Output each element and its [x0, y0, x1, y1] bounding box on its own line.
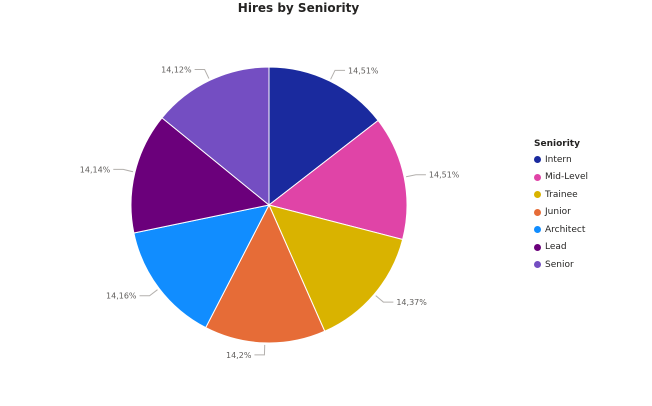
legend-marker	[534, 156, 541, 164]
legend-item[interactable]: Junior	[534, 204, 588, 222]
legend-label: Intern	[545, 154, 572, 165]
legend-item[interactable]: Lead	[534, 239, 588, 257]
pie-slice-lead[interactable]	[130, 117, 271, 234]
legend-marker	[534, 191, 541, 199]
data-label: 14,14%	[80, 165, 111, 174]
legend-label: Trainee	[545, 189, 578, 200]
legend: Seniority Intern Mid-Level Trainee Junior Ar…	[534, 139, 588, 274]
legend-item[interactable]: Mid-Level	[534, 169, 588, 187]
chart-title: Hires by Seniority	[237, 1, 360, 15]
legend-items: Intern Mid-Level Trainee Junior Architect Lea…	[534, 151, 588, 274]
data-label: 14,51%	[348, 66, 379, 75]
legend-item[interactable]: Architect	[534, 221, 588, 239]
legend-marker	[534, 261, 541, 269]
data-label: 14,51%	[429, 171, 460, 180]
leader-line	[139, 289, 158, 297]
data-label: 14,12%	[161, 66, 192, 75]
legend-marker	[534, 243, 541, 251]
pie-slice-architect[interactable]	[133, 204, 270, 329]
leader-line	[254, 344, 266, 356]
legend-marker	[534, 173, 541, 181]
legend-label: Mid-Level	[545, 172, 588, 183]
leader-line	[375, 295, 394, 303]
legend-label: Senior	[545, 259, 574, 270]
leader-line	[113, 168, 134, 173]
legend-label: Lead	[545, 242, 567, 253]
leader-line	[194, 69, 210, 79]
data-label: 14,37%	[396, 298, 427, 307]
pie-slice-intern[interactable]	[268, 66, 379, 207]
legend-marker	[534, 226, 541, 234]
pie-slice-junior[interactable]	[205, 203, 326, 344]
legend-marker	[534, 208, 541, 216]
legend-item[interactable]: Intern	[534, 151, 588, 169]
data-label: 14,2%	[226, 351, 252, 360]
legend-item[interactable]: Trainee	[534, 186, 588, 204]
legend-item[interactable]: Senior	[534, 256, 588, 274]
legend-title: Seniority	[534, 139, 580, 149]
leader-line	[330, 69, 346, 80]
pie-slice-trainee[interactable]	[268, 204, 404, 332]
data-label: 14,16%	[106, 292, 137, 301]
legend-label: Architect	[545, 224, 586, 235]
pie-slice-senior[interactable]	[161, 66, 270, 207]
legend-label: Junior	[545, 207, 571, 218]
leader-line	[406, 174, 426, 178]
pie-slice-mid-level[interactable]	[267, 119, 408, 241]
